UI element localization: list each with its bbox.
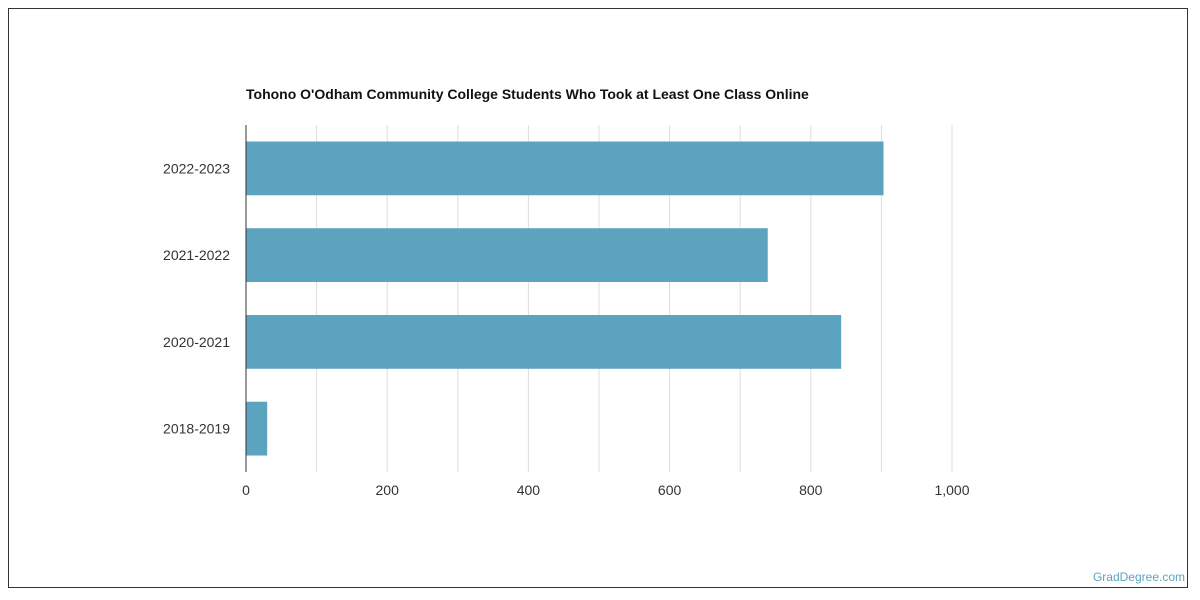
y-category-label: 2021-2022	[163, 247, 230, 263]
axes: 0 200 400 600 800 1,000 2022-2023 2021-2022 2020…	[163, 125, 970, 498]
y-category-label: 2018-2019	[163, 421, 230, 437]
chart-title: Tohono O'Odham Community College Student…	[246, 86, 809, 102]
bars	[246, 141, 884, 456]
bar-2022-2023[interactable]	[246, 141, 884, 196]
x-tick-label: 600	[658, 482, 682, 498]
bar-2021-2022[interactable]	[246, 228, 768, 283]
y-category-label: 2020-2021	[163, 334, 230, 350]
x-tick-label: 400	[517, 482, 541, 498]
chart-frame	[8, 8, 1188, 588]
bar-2020-2021[interactable]	[246, 314, 842, 369]
x-tick-label: 800	[799, 482, 823, 498]
x-tick-label: 1,000	[934, 482, 969, 498]
y-category-label: 2022-2023	[163, 160, 230, 176]
watermark[interactable]: GradDegree.com	[1092, 570, 1185, 584]
x-tick-label: 200	[376, 482, 400, 498]
x-tick-label: 0	[242, 482, 250, 498]
bar-2018-2019[interactable]	[246, 401, 268, 456]
